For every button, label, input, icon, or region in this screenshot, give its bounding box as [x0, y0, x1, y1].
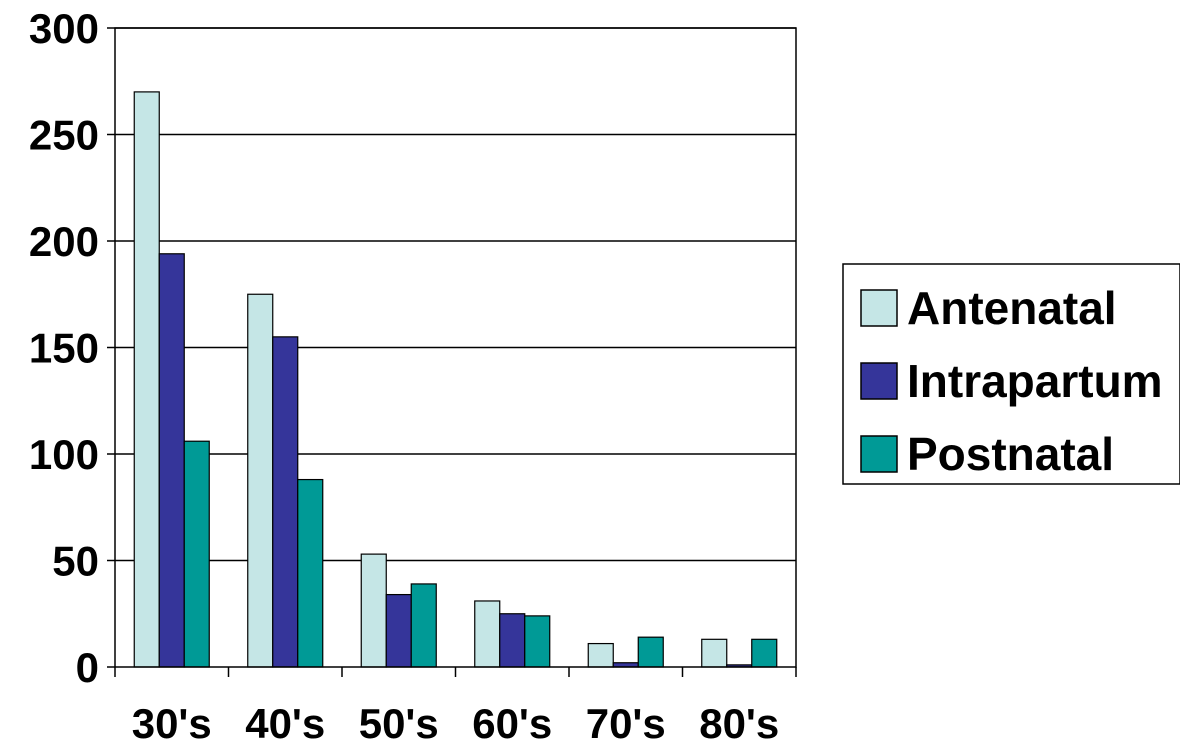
legend-label-antenatal: Antenatal [907, 282, 1117, 334]
bar-antenatal-2 [360, 553, 387, 668]
bar-postnatal-0 [183, 440, 210, 668]
legend-box [842, 263, 1180, 485]
legend-swatch-intrapartum [860, 362, 898, 400]
y-tick-label: 250 [29, 112, 99, 159]
y-tick-label: 50 [52, 538, 99, 585]
legend-label-postnatal: Postnatal [907, 428, 1114, 480]
y-tick-label: 200 [29, 218, 99, 265]
bar-intrapartum-0 [158, 253, 185, 668]
x-tick-label: 60's [472, 700, 552, 743]
x-tick-label: 70's [586, 700, 666, 743]
bar-antenatal-3 [474, 600, 501, 668]
bars [133, 91, 778, 668]
legend-label-intrapartum: Intrapartum [907, 355, 1163, 407]
bar-intrapartum-3 [499, 613, 526, 668]
bar-antenatal-4 [587, 642, 614, 668]
legend: Antenatal Intrapartum Postnatal [842, 263, 1180, 485]
x-tick-label: 40's [245, 700, 325, 743]
x-tick-label: 80's [699, 700, 779, 743]
bar-antenatal-0 [133, 91, 160, 668]
x-tick-label: 30's [132, 700, 212, 743]
bar-postnatal-4 [637, 636, 664, 668]
y-tick-label: 0 [76, 644, 99, 691]
y-tick-labels: 0 50 100 150 200 250 300 [29, 5, 99, 691]
bar-postnatal-3 [524, 615, 551, 668]
y-tick-label: 100 [29, 431, 99, 478]
legend-swatch-antenatal [860, 289, 898, 327]
gridlines [115, 27, 796, 562]
bar-postnatal-2 [410, 583, 437, 668]
bar-antenatal-1 [247, 293, 274, 668]
bar-postnatal-1 [297, 478, 324, 668]
axes [107, 27, 797, 677]
y-tick-label: 300 [29, 5, 99, 52]
bar-postnatal-5 [751, 638, 778, 668]
x-tick-label: 50's [359, 700, 439, 743]
y-tick-label: 150 [29, 325, 99, 372]
bar-intrapartum-2 [385, 593, 412, 668]
legend-swatch-postnatal [860, 435, 898, 473]
bar-intrapartum-1 [272, 336, 299, 668]
bar-antenatal-5 [701, 638, 728, 668]
x-tick-labels: 30's 40's 50's 60's 70's 80's [132, 700, 780, 743]
